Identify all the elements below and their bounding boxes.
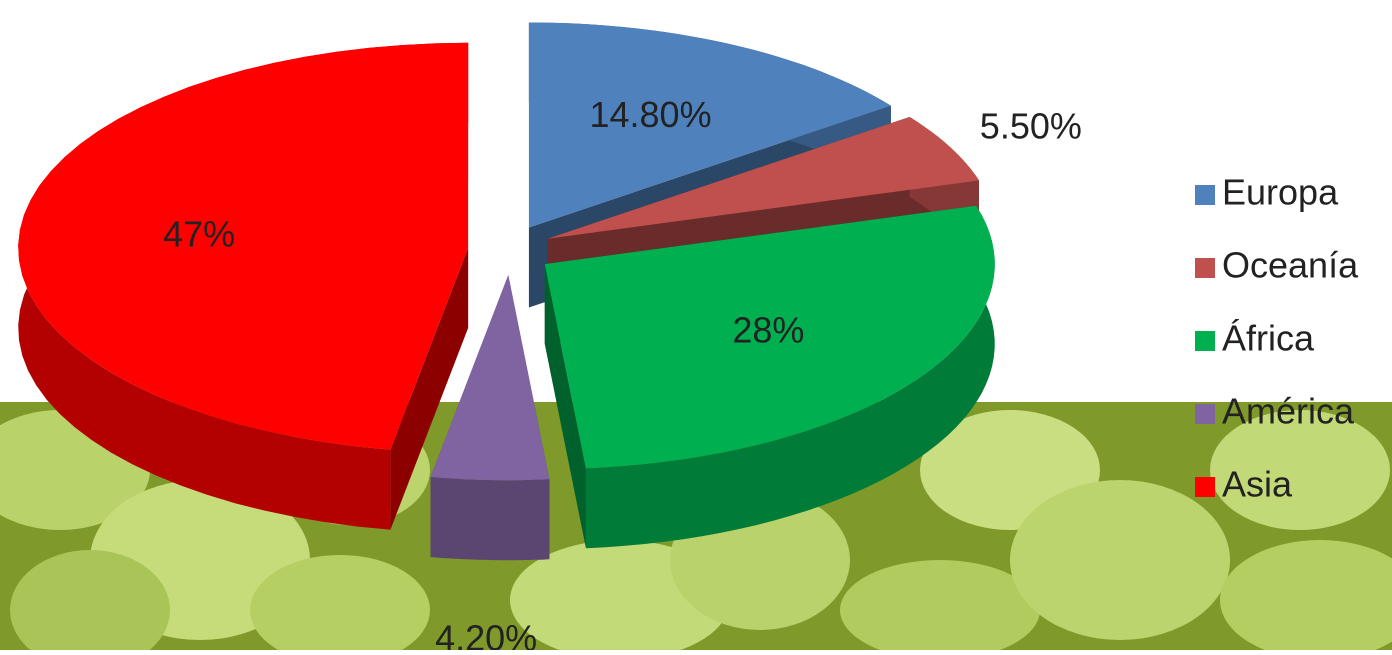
slice (18, 42, 469, 530)
slice-side (544, 264, 586, 549)
legend-label: Oceanía (1222, 245, 1359, 286)
legend-swatch (1195, 331, 1215, 351)
slice-side (390, 247, 469, 530)
legend-swatch (1195, 477, 1215, 497)
slice (430, 275, 550, 561)
legend-swatch (1195, 404, 1215, 424)
data-label: 14.80% (589, 94, 711, 135)
legend: Europa Oceanía África América Asia (1195, 172, 1359, 505)
slice-top (18, 42, 469, 450)
slice-top (430, 275, 550, 481)
data-label: 4.20% (435, 617, 537, 650)
slice-top (547, 117, 979, 239)
slice (544, 205, 995, 549)
data-label: 47% (163, 214, 235, 255)
slice-rim (585, 205, 995, 549)
legend-label: África (1222, 318, 1315, 359)
slice-rim (430, 477, 550, 561)
legend-label: Asia (1222, 464, 1293, 505)
data-label: 28% (732, 310, 804, 351)
legend-label: América (1222, 391, 1355, 432)
slice-top (528, 22, 891, 228)
data-label: 5.50% (980, 105, 1082, 146)
pie: 14.80% 5.50% 28% 4.20% 47% (18, 22, 1082, 655)
legend-label: Europa (1222, 172, 1339, 213)
legend-swatch (1195, 185, 1215, 205)
slice-top (544, 205, 995, 469)
legend-swatch (1195, 258, 1215, 278)
